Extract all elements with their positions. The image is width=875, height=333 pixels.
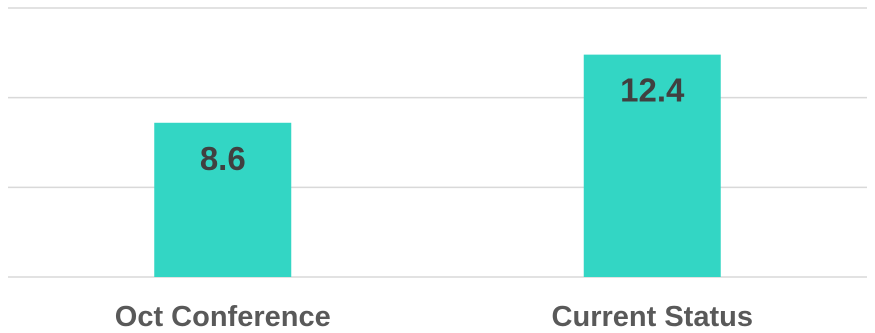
bar-2 (583, 54, 721, 278)
bars (154, 54, 721, 278)
value-label-2: 12.4 (620, 72, 685, 109)
bar-1 (154, 122, 292, 277)
value-labels: 8.6 12.4 (200, 72, 685, 177)
value-label-1: 8.6 (200, 140, 246, 177)
category-labels: Oct Conference Current Status (115, 301, 753, 333)
category-label-1: Oct Conference (115, 301, 331, 333)
category-label-2: Current Status (552, 301, 753, 333)
gridlines (8, 7, 867, 278)
